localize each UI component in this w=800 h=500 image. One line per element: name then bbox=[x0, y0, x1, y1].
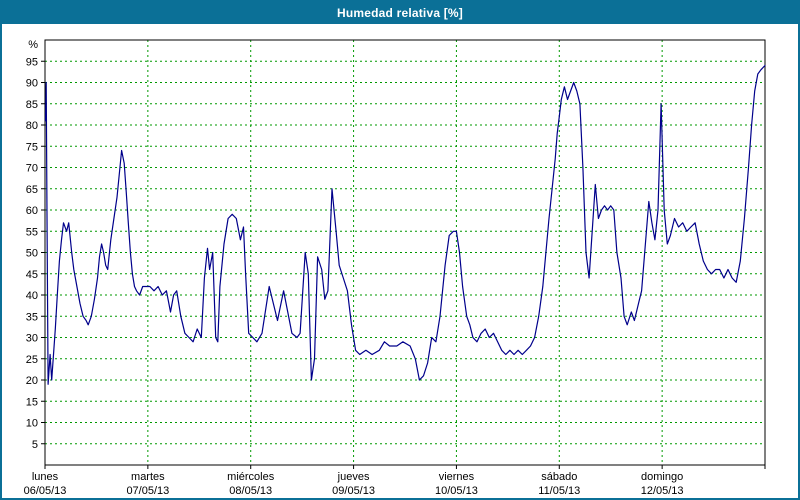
y-tick-label: 10 bbox=[26, 418, 38, 430]
axis-labels: % 5 10 15 20 25 30 35 40 45 50 55 60 65 70 75 80 85 90 95 lu… bbox=[24, 39, 684, 497]
grid-lines bbox=[45, 40, 765, 465]
y-tick-label: 60 bbox=[26, 205, 38, 217]
y-tick-label: 45 bbox=[26, 269, 38, 281]
x-day-name-label: domingo bbox=[641, 471, 683, 483]
x-day-date-label: 11/05/13 bbox=[538, 485, 580, 497]
y-tick-label: 50 bbox=[26, 248, 38, 260]
x-day-date-label: 07/05/13 bbox=[126, 485, 169, 497]
y-axis-unit-label: % bbox=[28, 39, 38, 51]
x-day-date-label: 06/05/13 bbox=[24, 485, 67, 497]
chart-title: Humedad relativa [%] bbox=[336, 6, 464, 20]
chart-panel: % 5 10 15 20 25 30 35 40 45 50 55 60 65 70 75 80 85 90 95 lu… bbox=[2, 24, 798, 498]
y-tick-label: 15 bbox=[26, 396, 38, 408]
plot-frame bbox=[44, 39, 766, 466]
y-tick-label: 30 bbox=[26, 333, 38, 345]
x-day-name-label: viernes bbox=[439, 471, 475, 483]
y-tick-label: 90 bbox=[26, 78, 38, 90]
y-tick-label: 70 bbox=[26, 163, 38, 175]
humidity-series-line bbox=[44, 64, 766, 385]
x-day-name-label: lunes bbox=[32, 471, 59, 483]
y-tick-label: 5 bbox=[32, 439, 38, 451]
x-day-name-label: sábado bbox=[541, 471, 577, 483]
y-tick-label: 35 bbox=[26, 311, 38, 323]
y-tick-label: 65 bbox=[26, 184, 38, 196]
y-tick-label: 20 bbox=[26, 375, 38, 387]
y-tick-label: 95 bbox=[26, 56, 38, 68]
x-day-date-label: 12/05/13 bbox=[641, 485, 684, 497]
window-title-bar: Humedad relativa [%] bbox=[2, 2, 798, 24]
x-day-date-label: 08/05/13 bbox=[229, 485, 272, 497]
y-tick-label: 80 bbox=[26, 120, 38, 132]
x-day-name-label: jueves bbox=[337, 471, 370, 483]
humidity-chart-svg: % 5 10 15 20 25 30 35 40 45 50 55 60 65 70 75 80 85 90 95 lu… bbox=[24, 39, 766, 497]
x-day-name-label: miércoles bbox=[227, 471, 275, 483]
y-tick-label: 40 bbox=[26, 290, 38, 302]
x-day-name-label: martes bbox=[131, 471, 165, 483]
x-day-date-label: 10/05/13 bbox=[435, 485, 478, 497]
y-tick-label: 25 bbox=[26, 354, 38, 366]
x-day-date-label: 09/05/13 bbox=[332, 485, 375, 497]
y-tick-label: 85 bbox=[26, 99, 38, 111]
axis-ticks bbox=[41, 60, 766, 469]
y-tick-label: 75 bbox=[26, 141, 38, 153]
y-tick-label: 55 bbox=[26, 226, 38, 238]
